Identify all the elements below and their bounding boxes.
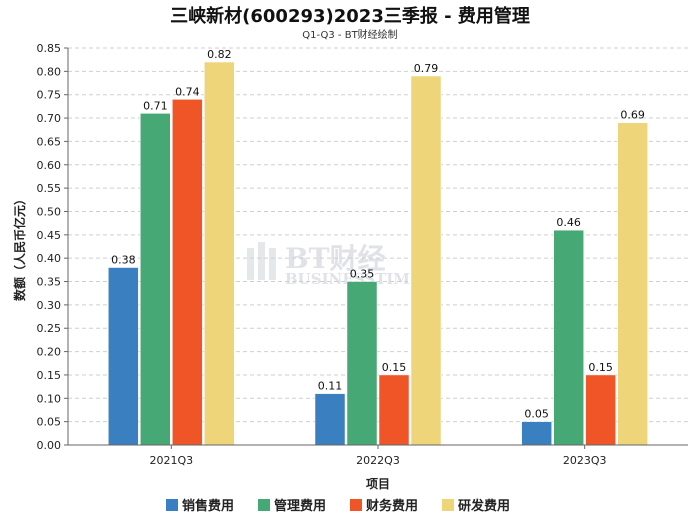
legend-label: 销售费用 [182,498,234,514]
y-tick-label: 0.30 [37,299,62,312]
data-label: 0.15 [382,361,407,374]
data-label: 0.71 [143,99,168,112]
data-label: 0.74 [175,85,200,98]
data-label: 0.82 [207,48,232,61]
bar [553,229,584,446]
y-tick-label: 0.80 [37,65,62,78]
x-axis-label: 项目 [366,477,390,491]
y-tick-label: 0.35 [37,276,62,289]
y-axis-ticks: 0.00 0.05 0.10 0.15 0.20 0.25 0.30 0.35 0.40 0.45… [37,42,68,452]
bar [108,267,139,446]
y-tick-label: 0.05 [37,416,62,429]
bar [410,75,442,446]
legend-label: 研发费用 [458,498,510,514]
x-tick-label: 2022Q3 [356,454,400,467]
bar [346,281,378,446]
data-label: 0.69 [620,109,645,122]
legend-label: 财务费用 [366,498,418,514]
data-label: 0.38 [111,254,136,267]
bar [314,393,346,446]
y-tick-label: 0.70 [37,112,62,125]
gridlines [68,47,688,423]
chart-title: 三峡新材(600293)2023三季报 - 费用管理 [170,5,530,27]
x-axis-ticks: 2021Q3 2022Q3 2023Q3 [150,445,607,467]
legend-swatch [258,499,270,511]
x-tick-label: 2023Q3 [563,454,607,467]
x-tick-label: 2021Q3 [150,454,194,467]
legend-label: 管理费用 [274,498,326,514]
y-tick-label: 0.20 [37,346,62,359]
data-label: 0.11 [318,380,343,393]
bar [585,374,616,446]
data-label: 0.79 [414,62,439,75]
data-label: 0.35 [350,268,375,281]
bar [378,374,410,446]
y-tick-label: 0.10 [37,392,62,405]
bar [617,122,648,446]
data-label: 0.15 [588,361,613,374]
y-tick-label: 0.75 [37,89,62,102]
watermark-logo-icon [247,242,276,280]
legend-swatch [442,499,454,511]
legend: 销售费用 管理费用 财务费用 研发费用 [166,498,510,514]
watermark-sub: BUSINESSTIMES [285,270,432,288]
bars [108,61,648,446]
y-tick-label: 0.40 [37,252,62,265]
y-tick-label: 0.00 [37,439,62,452]
legend-swatch [166,499,178,511]
data-label: 0.05 [524,408,549,421]
y-tick-label: 0.15 [37,369,62,382]
bar [172,99,203,446]
y-tick-label: 0.55 [37,182,62,195]
y-axis-label: 数额（人民币亿元） [12,193,27,301]
y-tick-label: 0.85 [37,42,62,55]
y-tick-label: 0.25 [37,322,62,335]
data-label: 0.46 [556,216,581,229]
bar [140,113,171,446]
y-tick-label: 0.45 [37,229,62,242]
y-tick-label: 0.50 [37,205,62,218]
bar [204,61,235,446]
y-tick-label: 0.65 [37,135,62,148]
data-labels: 0.38 0.71 0.74 0.82 0.11 0.35 0.15 0.79 0.05 0.46… [111,48,645,421]
y-tick-label: 0.60 [37,159,62,172]
chart-subtitle: Q1-Q3 - BT财经绘制 [302,28,397,41]
legend-swatch [350,499,362,511]
bar [521,421,552,446]
